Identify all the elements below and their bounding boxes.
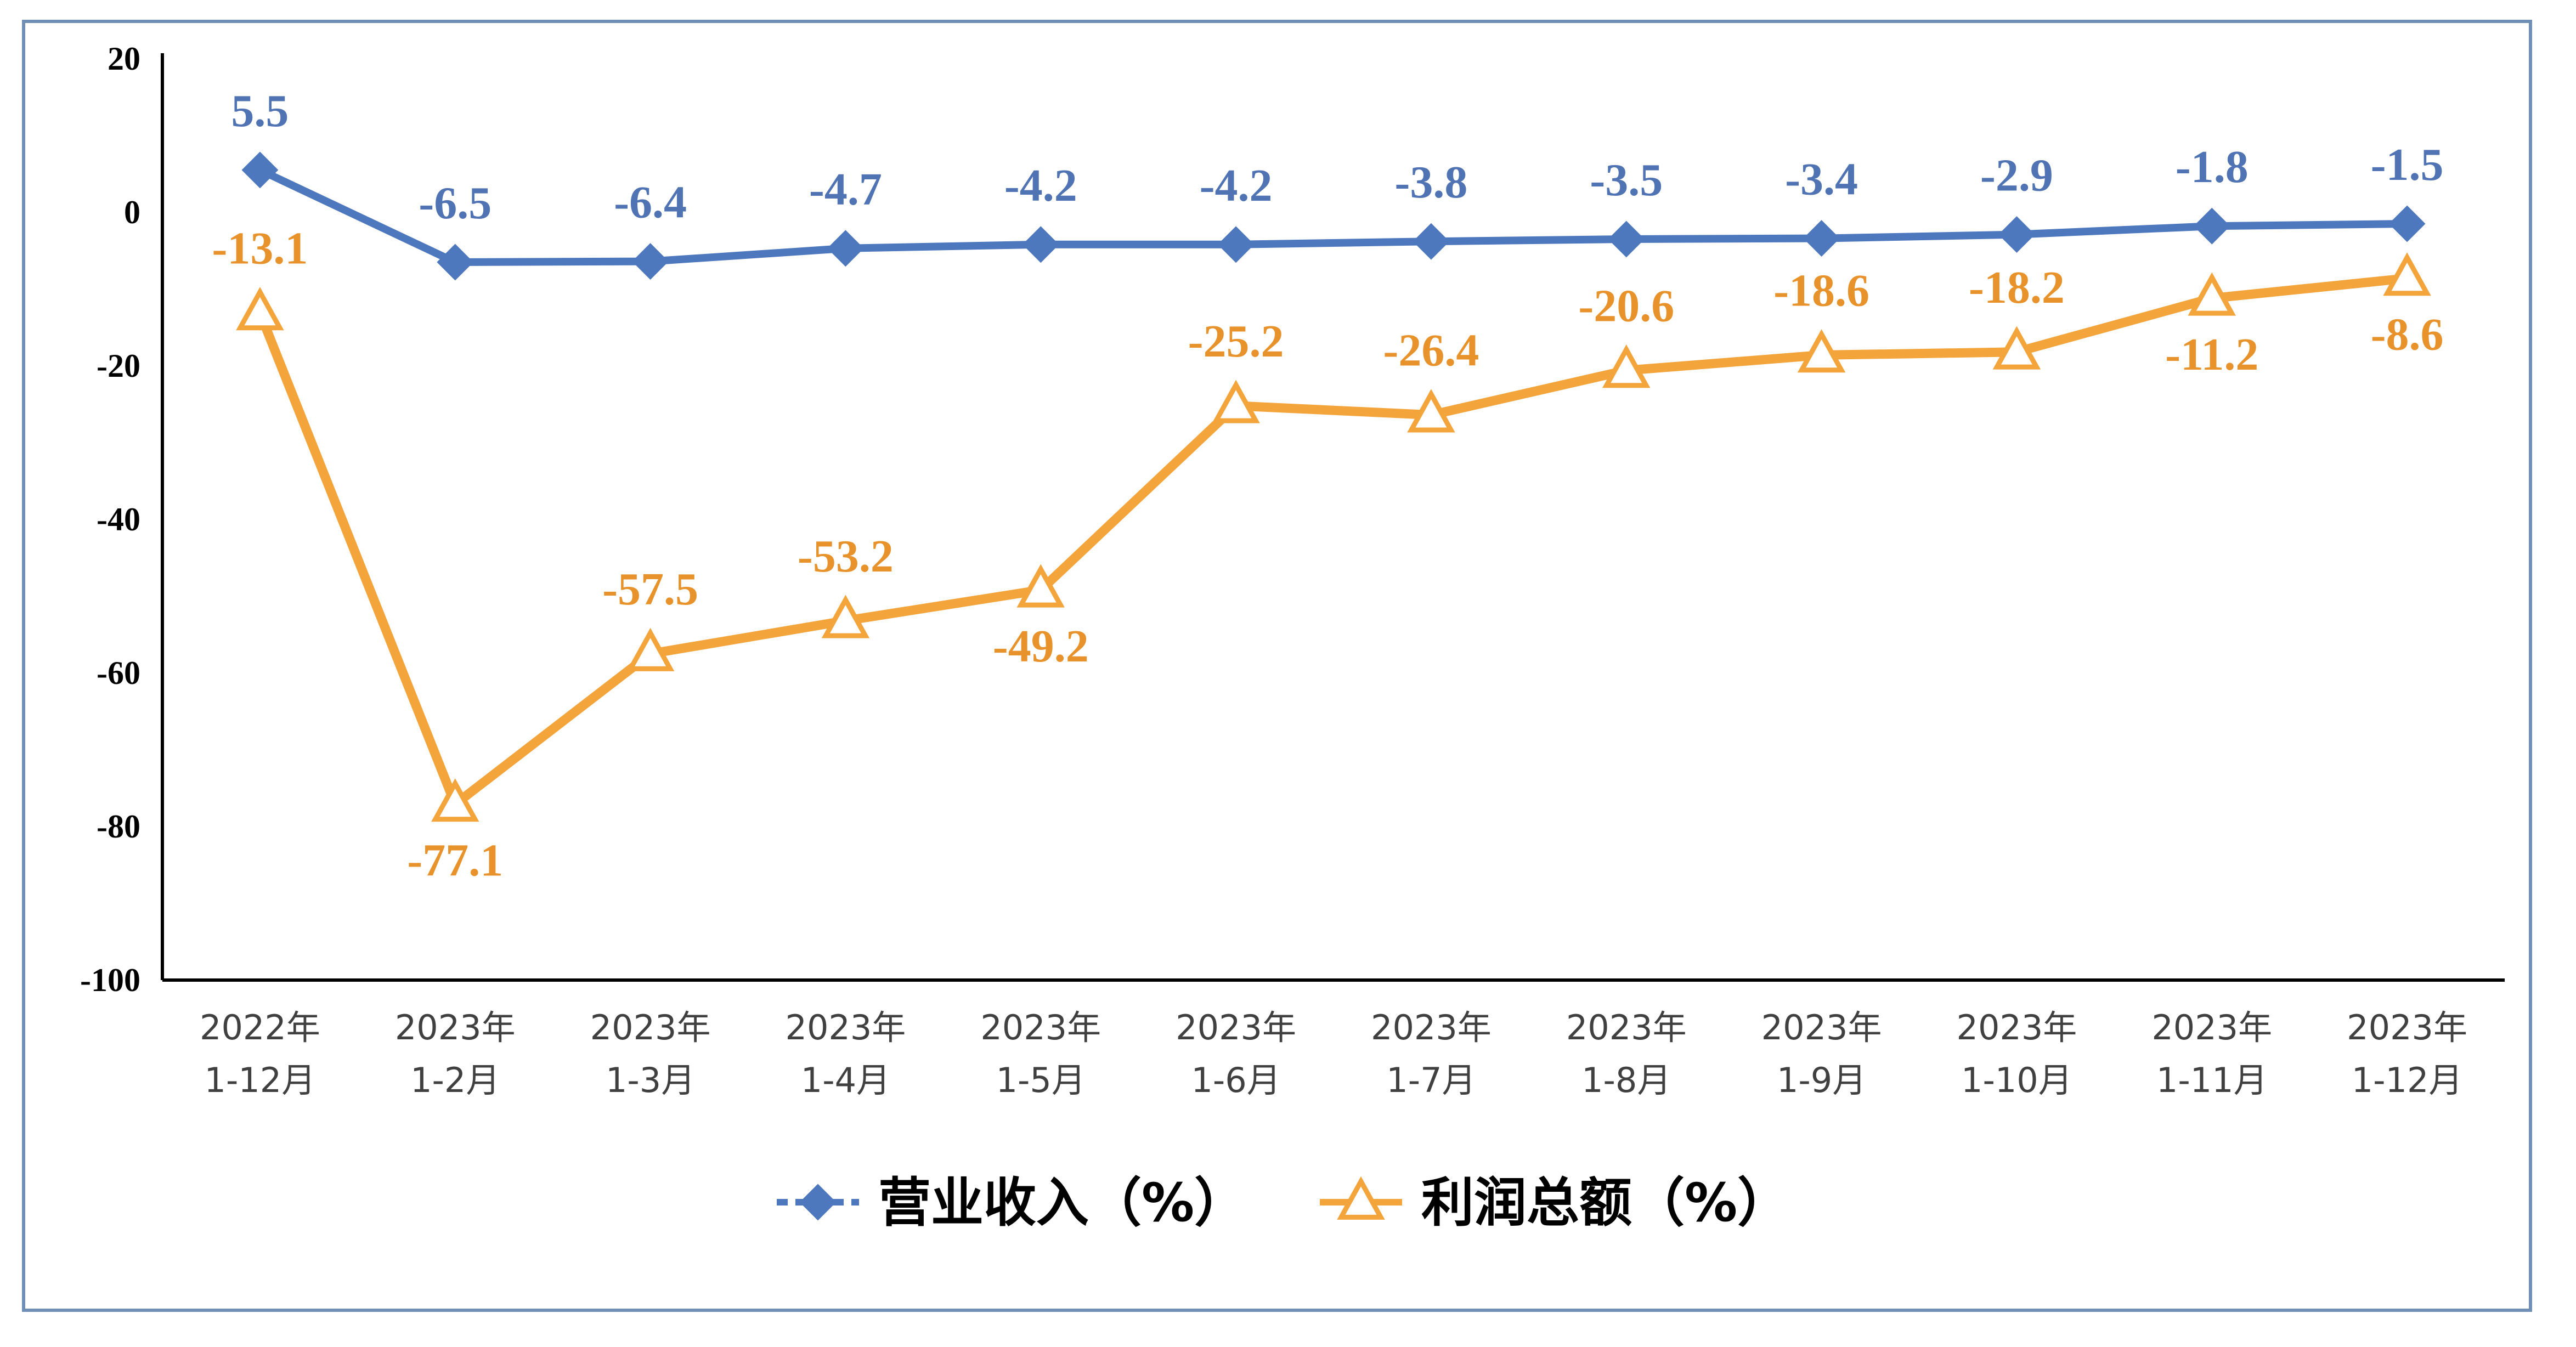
revenue-point-marker xyxy=(2193,207,2230,245)
revenue-data-label: -4.7 xyxy=(809,164,882,215)
profit-point-marker xyxy=(236,287,284,331)
x-tick-label: 1-10月 xyxy=(1961,1060,2072,1100)
profit-data-label: -8.6 xyxy=(2371,309,2444,360)
x-tick-label: 1-2月 xyxy=(410,1060,500,1100)
revenue-data-label: -1.8 xyxy=(2176,142,2249,193)
y-tick-label: 20 xyxy=(108,41,140,77)
profit-point-marker xyxy=(1016,564,1065,608)
x-tick-label: 2023年 xyxy=(590,1008,711,1048)
x-tick-label: 1-3月 xyxy=(606,1060,695,1100)
revenue-data-label: -6.4 xyxy=(614,177,687,228)
revenue-point-marker xyxy=(241,151,279,189)
axes: 20 0 -20 -40 -60 -80 -100 2022年 1-12月 2023年 1-2月 20… xyxy=(80,41,2505,1100)
x-tick-label: 2023年 xyxy=(786,1008,906,1048)
profit-data-label: -18.2 xyxy=(1969,262,2065,313)
revenue-data-label: -6.5 xyxy=(419,178,492,229)
profit-data-label: -18.6 xyxy=(1773,265,1869,316)
revenue-point-marker xyxy=(1217,226,1255,263)
x-tick-label: 1-8月 xyxy=(1581,1060,1671,1100)
data-labels: 5.5 -6.5 -6.4 -4.7 -4.2 -4.2 -3.8 -3.5 -3.4 -2.9 -… xyxy=(212,86,2443,886)
y-tick-label: -20 xyxy=(97,348,140,384)
x-tick-label: 1-9月 xyxy=(1777,1060,1866,1100)
profit-data-label: -13.1 xyxy=(212,223,308,274)
x-tick-label: 2023年 xyxy=(1371,1008,1492,1048)
revenue-point-marker xyxy=(1608,220,1645,258)
revenue-legend-label: 营业收入（%） xyxy=(878,1172,1247,1233)
x-tick-label: 2023年 xyxy=(395,1008,516,1048)
profit-data-label: -20.6 xyxy=(1578,280,1674,331)
x-tick-label: 2022年 xyxy=(200,1008,320,1048)
x-tick-label: 2023年 xyxy=(980,1008,1101,1048)
profit-data-label: -26.4 xyxy=(1383,325,1479,376)
profit-data-label: -11.2 xyxy=(2165,329,2258,380)
revenue-point-marker xyxy=(437,244,474,281)
revenue-data-label: -1.5 xyxy=(2371,139,2444,190)
x-tick-label: 2023年 xyxy=(1566,1008,1687,1048)
chart-frame: 20 0 -20 -40 -60 -80 -100 2022年 1-12月 2023年 1-2月 20… xyxy=(22,20,2532,1312)
profit-point-marker xyxy=(2188,272,2236,316)
profit-point-marker xyxy=(431,778,479,822)
revenue-point-marker xyxy=(827,230,864,267)
y-tick-label: -80 xyxy=(97,808,140,845)
x-tick-label: 1-11月 xyxy=(2156,1060,2268,1100)
profit-series-line xyxy=(255,273,2412,809)
revenue-data-label: -3.4 xyxy=(1785,154,1858,205)
profit-data-label: -57.5 xyxy=(602,564,698,615)
x-tick-label: 2023年 xyxy=(1176,1008,1296,1048)
revenue-data-label: -3.5 xyxy=(1590,155,1663,206)
revenue-point-marker xyxy=(1803,220,1840,257)
profit-data-label: -77.1 xyxy=(407,835,503,886)
revenue-data-label: -3.8 xyxy=(1394,157,1467,208)
revenue-data-label: -4.2 xyxy=(1004,160,1077,211)
revenue-point-marker xyxy=(2388,205,2426,242)
profit-point-marker xyxy=(1797,329,1846,373)
x-tick-label: 2023年 xyxy=(2347,1008,2467,1048)
y-tick-label: -60 xyxy=(97,655,140,691)
y-tick-label: -40 xyxy=(97,501,140,537)
revenue-data-label: -4.2 xyxy=(1200,160,1273,211)
revenue-data-label: -2.9 xyxy=(1980,150,2053,201)
profit-point-marker xyxy=(821,595,870,638)
revenue-legend-marker xyxy=(799,1184,837,1221)
profit-point-marker xyxy=(1212,380,1260,423)
profit-legend-label: 利润总额（%） xyxy=(1421,1172,1790,1233)
x-tick-label: 2023年 xyxy=(2151,1008,2272,1048)
x-tick-label: 1-12月 xyxy=(205,1060,316,1100)
revenue-point-marker xyxy=(1022,226,1059,263)
revenue-point-marker xyxy=(1413,223,1450,260)
profit-point-marker xyxy=(1407,389,1455,433)
x-tick-label: 1-7月 xyxy=(1386,1060,1476,1100)
x-tick-label: 1-4月 xyxy=(801,1060,890,1100)
x-tick-label: 1-5月 xyxy=(996,1060,1086,1100)
profit-point-marker xyxy=(1992,326,2041,370)
revenue-point-marker xyxy=(1998,216,2035,253)
line-chart: 20 0 -20 -40 -60 -80 -100 2022年 1-12月 2023年 1-2月 20… xyxy=(80,41,2505,1233)
profit-data-label: -25.2 xyxy=(1188,316,1284,367)
profit-point-marker xyxy=(1602,344,1651,388)
profit-data-label: -53.2 xyxy=(798,531,894,582)
revenue-series-line xyxy=(256,166,2411,266)
revenue-point-marker xyxy=(632,243,669,280)
x-tick-label: 1-12月 xyxy=(2352,1060,2463,1100)
x-tick-label: 2023年 xyxy=(1761,1008,1882,1048)
profit-legend-marker xyxy=(1337,1176,1385,1220)
y-tick-label: -100 xyxy=(80,962,140,998)
profit-data-label: -49.2 xyxy=(993,621,1089,672)
x-tick-label: 1-6月 xyxy=(1191,1060,1280,1100)
legend: 营业收入（%） 利润总额（%） xyxy=(777,1172,1790,1233)
x-tick-label: 2023年 xyxy=(1957,1008,2077,1048)
series-layer xyxy=(236,151,2431,822)
revenue-data-label: 5.5 xyxy=(231,86,289,137)
profit-point-marker xyxy=(626,627,675,671)
profit-point-marker xyxy=(2383,252,2431,296)
y-tick-label: 0 xyxy=(124,194,140,230)
